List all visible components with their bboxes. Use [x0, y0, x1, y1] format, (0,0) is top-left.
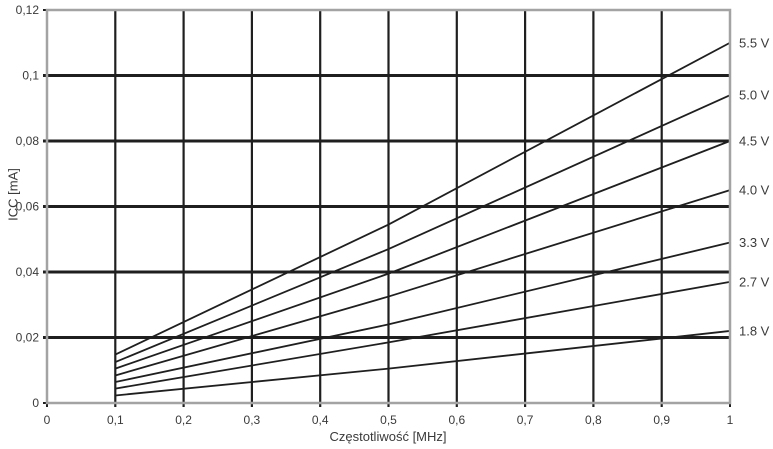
series-line-5.5 [114, 41, 731, 356]
series-label-5.0: 5.0 V [739, 88, 770, 103]
y-tick-label: 0,1 [22, 69, 39, 83]
x-tick-label: 0,5 [380, 413, 397, 427]
y-tick-label: 0 [32, 396, 39, 410]
y-tick-label: 0,04 [16, 265, 40, 279]
x-tick-label: 0,1 [107, 413, 124, 427]
series-line-4.0 [115, 189, 731, 377]
series-line-5.0 [114, 94, 731, 363]
y-tick-label: 0,06 [16, 200, 40, 214]
x-tick-label: 0,8 [585, 413, 602, 427]
series-label-5.5: 5.5 V [739, 35, 770, 50]
x-axis-title: Częstotliwość [MHz] [329, 429, 447, 444]
x-tick-label: 0 [44, 413, 51, 427]
y-axis-title: ICC [mA] [5, 168, 21, 221]
series-line-4.5 [115, 140, 731, 370]
series-label-1.8: 1.8 V [739, 323, 770, 338]
series-line-3.3 [115, 241, 731, 383]
x-tick-label: 0,4 [312, 413, 329, 427]
x-tick-label: 0,7 [517, 413, 534, 427]
x-tick-label: 1 [727, 413, 734, 427]
series-line-2.7 [115, 280, 731, 390]
x-tick-label: 0,2 [175, 413, 192, 427]
y-tick-label: 0,12 [16, 3, 40, 17]
series-label-2.7: 2.7 V [739, 274, 770, 289]
series-label-4.5: 4.5 V [739, 134, 770, 149]
x-tick-label: 0,9 [653, 413, 670, 427]
x-tick-label: 0,6 [448, 413, 465, 427]
plot-frame [45, 8, 732, 405]
series-label-4.0: 4.0 V [739, 183, 770, 198]
x-tick-label: 0,3 [244, 413, 261, 427]
series-line-1.8 [115, 330, 731, 397]
y-tick-label: 0,02 [16, 331, 40, 345]
series-label-3.3: 3.3 V [739, 235, 770, 250]
y-tick-label: 0,08 [16, 134, 40, 148]
